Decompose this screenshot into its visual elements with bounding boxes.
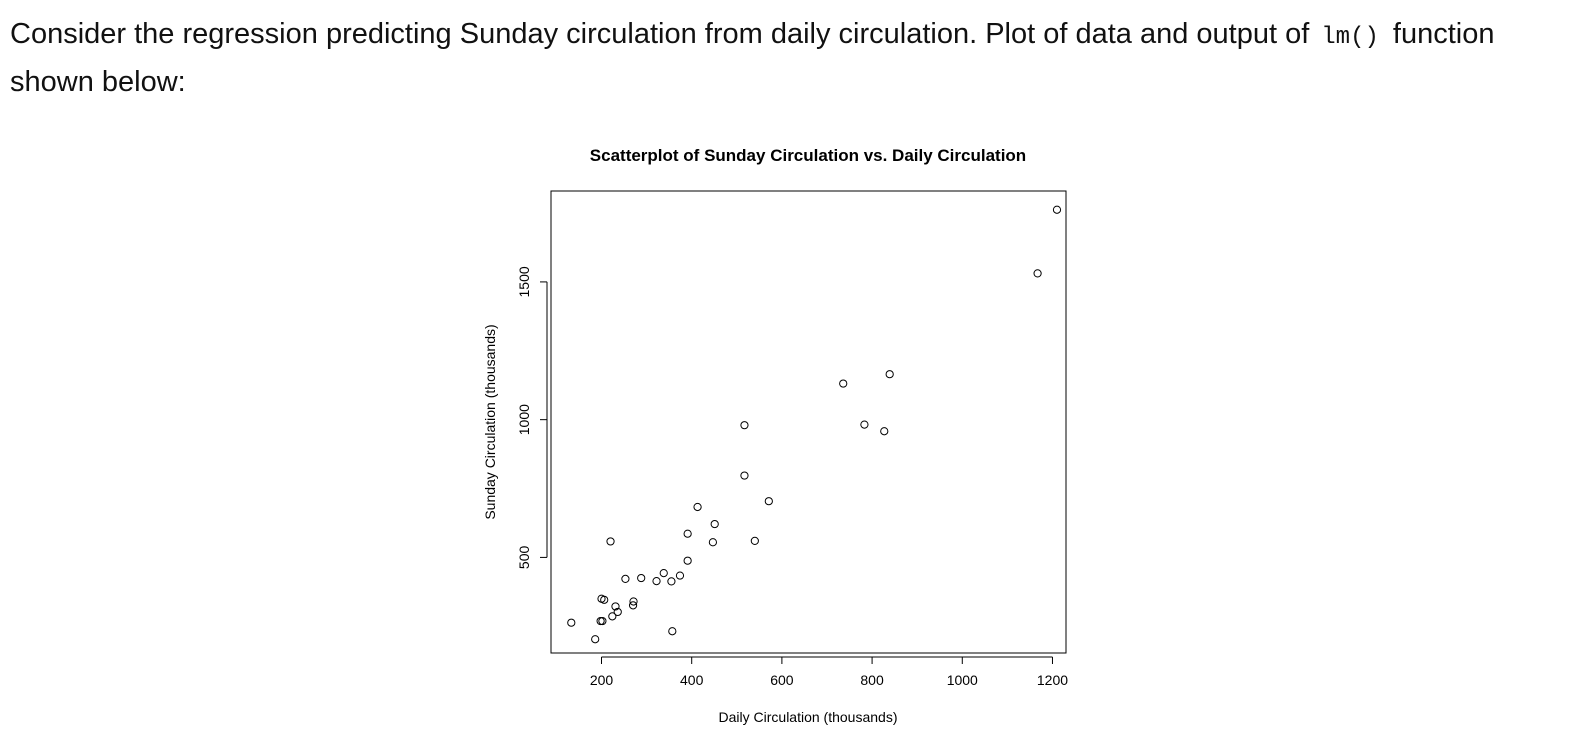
- data-point: [629, 597, 638, 606]
- plot-frame: [550, 190, 1067, 654]
- x-tick-label: 1200: [1037, 672, 1068, 688]
- y-tick-label: 1000: [516, 404, 532, 435]
- x-axis-label: Daily Circulation (thousands): [719, 709, 898, 725]
- data-point: [750, 536, 759, 545]
- y-axis: 500 1000 1500: [516, 266, 548, 570]
- data-point: [652, 576, 661, 586]
- data-point: [668, 627, 677, 636]
- data-point: [567, 618, 576, 627]
- data-points: [567, 205, 1062, 644]
- data-point: [600, 595, 609, 604]
- data-point: [693, 502, 702, 512]
- data-point: [667, 577, 676, 586]
- data-point: [860, 420, 869, 429]
- data-point: [839, 379, 848, 388]
- data-point: [708, 538, 717, 547]
- data-point: [596, 616, 605, 626]
- lm-function-code: lm(): [1321, 24, 1379, 51]
- data-point: [1052, 205, 1062, 214]
- data-point: [675, 571, 685, 580]
- y-axis-label: Sunday Circulation (thousands): [482, 324, 498, 519]
- data-point: [591, 635, 600, 644]
- question-text: Consider the regression predicting Sunda…: [10, 12, 1570, 104]
- x-tick-label: 200: [590, 672, 614, 688]
- x-tick-label: 400: [680, 672, 704, 688]
- x-tick-label: 800: [860, 672, 884, 688]
- y-tick-label: 500: [516, 546, 532, 570]
- data-point: [740, 421, 749, 430]
- data-point: [608, 612, 617, 621]
- x-tick-label: 1000: [947, 672, 978, 688]
- data-point: [683, 556, 692, 565]
- data-point: [611, 602, 620, 611]
- question-line-1: Consider the regression predicting Sunda…: [10, 12, 1570, 60]
- data-point: [740, 471, 749, 480]
- data-point: [880, 427, 889, 436]
- data-point: [621, 574, 630, 583]
- data-point: [659, 569, 668, 578]
- data-point: [606, 537, 615, 546]
- x-tick-label: 600: [770, 672, 794, 688]
- data-point: [1033, 269, 1042, 278]
- question-line-2: shown below:: [10, 66, 186, 98]
- data-point: [710, 519, 719, 529]
- data-point: [764, 497, 773, 506]
- data-point: [885, 370, 894, 379]
- data-point: [613, 607, 622, 617]
- x-axis: 200 400 600 800 1000 1200: [590, 656, 1068, 688]
- data-point: [683, 529, 692, 538]
- data-point: [598, 616, 607, 626]
- question-prefix: Consider the regression predicting Sunda…: [10, 18, 1310, 50]
- y-tick-label: 1500: [516, 266, 532, 297]
- question-suffix: function: [1392, 18, 1495, 50]
- data-point: [637, 573, 646, 583]
- data-point: [628, 601, 638, 610]
- chart-title: Scatterplot of Sunday Circulation vs. Da…: [590, 146, 1026, 165]
